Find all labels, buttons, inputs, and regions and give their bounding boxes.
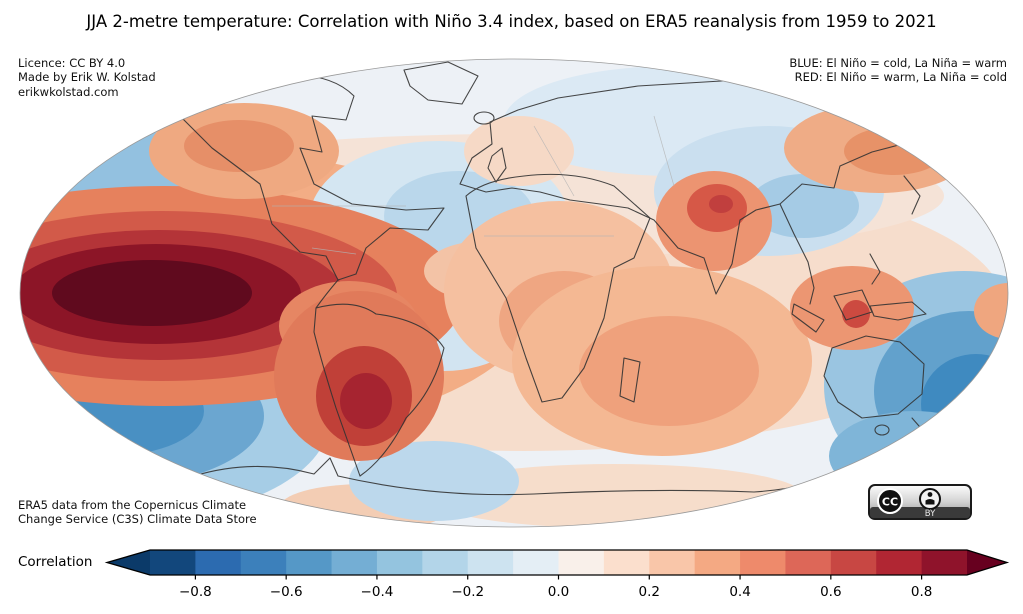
legend-blue-line: BLUE: El Niño = cold, La Niña = warm xyxy=(789,56,1007,70)
colorbar-label: Correlation xyxy=(18,554,93,570)
license-note: Licence: CC BY 4.0 Made by Erik W. Kolst… xyxy=(18,56,156,99)
license-line-1: Licence: CC BY 4.0 xyxy=(18,56,126,70)
legend-note: BLUE: El Niño = cold, La Niña = warm RED… xyxy=(789,56,1007,85)
cc-icon: CC xyxy=(877,488,903,514)
license-line-2: Made by Erik W. Kolstad xyxy=(18,70,156,85)
svg-text:0.6: 0.6 xyxy=(820,584,841,600)
svg-text:0.0: 0.0 xyxy=(548,584,569,600)
svg-text:−0.2: −0.2 xyxy=(451,584,484,600)
svg-text:−0.4: −0.4 xyxy=(361,584,394,600)
country-borders xyxy=(272,115,675,255)
colorbar: −0.8 −0.6 −0.4 −0.2 0.0 0.2 0.4 0.6 0.8 xyxy=(100,547,1012,605)
svg-text:−0.8: −0.8 xyxy=(179,584,212,600)
by-label: BY xyxy=(925,509,936,519)
license-line-3: erikwkolstad.com xyxy=(18,84,119,99)
svg-text:CC: CC xyxy=(882,496,898,509)
world-map xyxy=(14,56,1014,531)
cc-badge-svg: CC BY xyxy=(868,484,972,520)
world-map-svg xyxy=(19,58,1009,528)
map-boundary-ellipse xyxy=(19,58,1009,528)
source-line-1: ERA5 data from the Copernicus Climate xyxy=(18,498,247,512)
source-line-2: Change Service (C3S) Climate Data Store xyxy=(18,512,257,527)
svg-text:0.2: 0.2 xyxy=(639,584,660,600)
svg-text:−0.6: −0.6 xyxy=(270,584,303,600)
map-fill-layers xyxy=(20,59,1008,527)
continent-outlines xyxy=(163,61,939,496)
page-title: JJA 2-metre temperature: Correlation wit… xyxy=(86,12,937,31)
cc-badge: CC BY xyxy=(868,484,972,520)
legend-red-line: RED: El Niño = warm, La Niña = cold xyxy=(794,70,1007,85)
attribution-person-icon xyxy=(919,488,941,510)
svg-text:0.4: 0.4 xyxy=(729,584,750,600)
svg-text:0.8: 0.8 xyxy=(911,584,932,600)
source-note: ERA5 data from the Copernicus Climate Ch… xyxy=(18,498,257,527)
